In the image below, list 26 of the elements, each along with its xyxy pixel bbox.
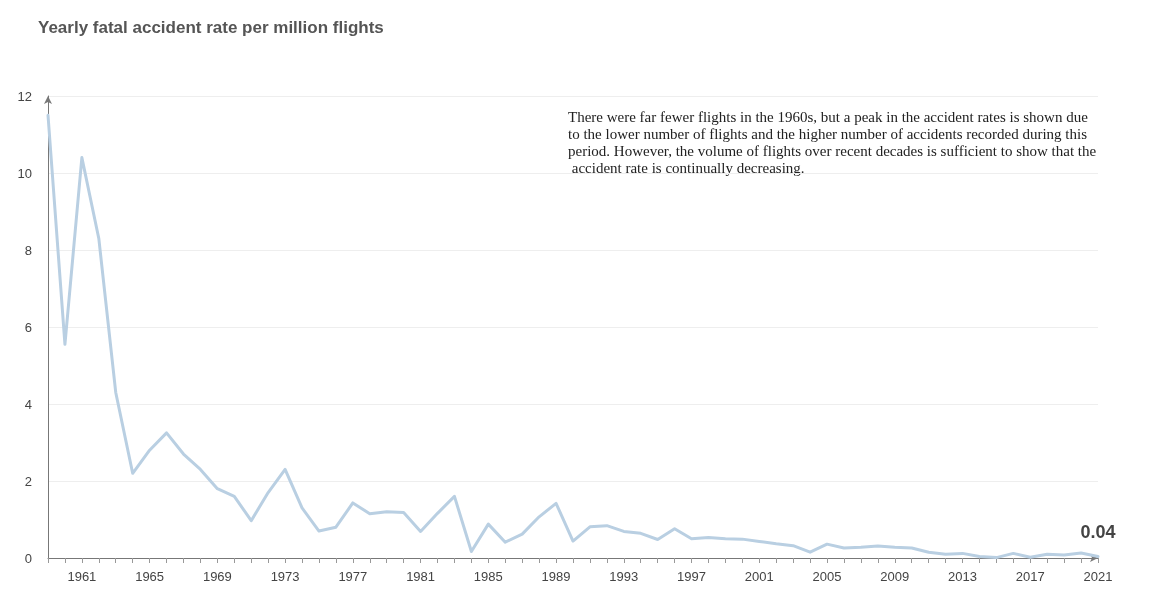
x-tick-label: 1989 <box>541 569 571 584</box>
x-tick-label: 2005 <box>812 569 842 584</box>
x-tick-label: 1981 <box>406 569 436 584</box>
x-tick-label: 1977 <box>338 569 368 584</box>
chart-title: Yearly fatal accident rate per million flights <box>38 18 384 37</box>
x-tick-label: 2021 <box>1083 569 1113 584</box>
x-tick-label: 1993 <box>609 569 639 584</box>
x-tick-label: 1997 <box>677 569 707 584</box>
y-tick-label: 4 <box>24 396 32 412</box>
y-tick-label: 12 <box>17 88 32 104</box>
x-tick-label: 1985 <box>473 569 503 584</box>
annotation: 0.04 <box>1080 522 1116 543</box>
y-tick-label: 0 <box>24 550 32 566</box>
y-tick-label: 6 <box>24 319 32 335</box>
y-tick-label: 2 <box>24 473 32 489</box>
x-tick-label: 1973 <box>270 569 300 584</box>
x-tick-label: 1965 <box>135 569 165 584</box>
x-tick-label: 2001 <box>744 569 774 584</box>
x-tick-label: 1961 <box>67 569 97 584</box>
x-tick-label: 1969 <box>202 569 232 584</box>
x-tick-label: 2013 <box>948 569 977 584</box>
y-tick-label: 8 <box>24 242 32 258</box>
x-tick-label: 2017 <box>1015 569 1045 584</box>
annotation: There were far fewer flights in the 1960s, but a peak in the accident rates is shown due to the lower number of flights and the higher number of accidents recorded during this period. However, the volume of flights over recent decades is sufficient to show that the accident rate is continually decreasing. <box>568 108 1097 176</box>
x-tick-label: 2009 <box>880 569 910 584</box>
y-tick-label: 10 <box>17 165 32 181</box>
